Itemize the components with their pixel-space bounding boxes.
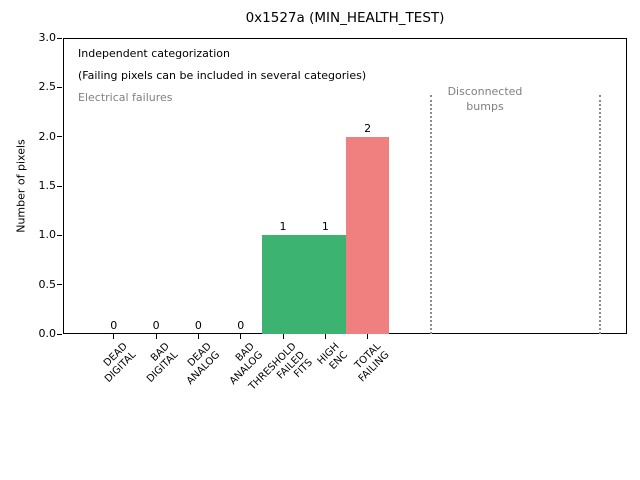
bar-value-label: 1 — [279, 220, 287, 234]
x-tick — [240, 334, 242, 339]
y-tick-label: 2.5 — [38, 80, 57, 94]
x-tick — [324, 334, 326, 339]
x-tick — [155, 334, 157, 339]
bar-value-label: 0 — [110, 319, 118, 332]
y-tick — [57, 37, 62, 39]
y-tick — [57, 234, 62, 236]
y-tick-label: 1.0 — [38, 228, 57, 242]
y-tick — [57, 284, 62, 286]
x-tick-label: TOTAL FAILING — [353, 341, 392, 385]
x-tick — [113, 334, 115, 339]
dotted-vline — [430, 95, 433, 334]
chart-title: 0x1527a (MIN_HEALTH_TEST) — [245, 10, 445, 26]
x-tick-label: HIGH ENC — [315, 341, 350, 372]
y-tick-label: 0.0 — [38, 327, 57, 340]
annotation-disconnected-bumps: Disconnected bumps — [447, 85, 523, 113]
x-tick-label: DEAD ANALOG — [184, 341, 223, 387]
dotted-vline — [599, 95, 602, 334]
bar — [346, 136, 389, 334]
y-tick — [57, 185, 62, 187]
bar — [261, 235, 305, 334]
x-tick-label: DEAD DIGITAL — [101, 341, 138, 385]
bar-value-label: 0 — [237, 319, 245, 332]
x-tick — [282, 334, 284, 339]
y-tick-label: 3.0 — [38, 31, 57, 44]
bar — [304, 235, 347, 334]
y-tick-label: 1.5 — [38, 179, 57, 192]
x-tick — [367, 334, 369, 339]
bar-value-label: 0 — [194, 319, 202, 332]
annotation-electrical-failures: Electrical failures — [78, 91, 173, 104]
annotation-independent-categorization: Independent categorization — [78, 47, 230, 60]
y-tick — [57, 136, 62, 138]
bar-value-label: 2 — [364, 121, 372, 135]
bar-value-label: 0 — [152, 319, 160, 332]
y-tick-label: 2.0 — [38, 129, 57, 143]
x-tick — [197, 334, 199, 339]
y-tick — [57, 333, 62, 335]
x-tick-label: BAD DIGITAL — [144, 341, 181, 385]
y-tick-label: 0.5 — [38, 277, 57, 291]
y-tick — [57, 86, 62, 88]
annotation-failing-pixels-note: (Failing pixels can be included in sever… — [78, 69, 367, 82]
bar-value-label: 1 — [321, 220, 329, 234]
